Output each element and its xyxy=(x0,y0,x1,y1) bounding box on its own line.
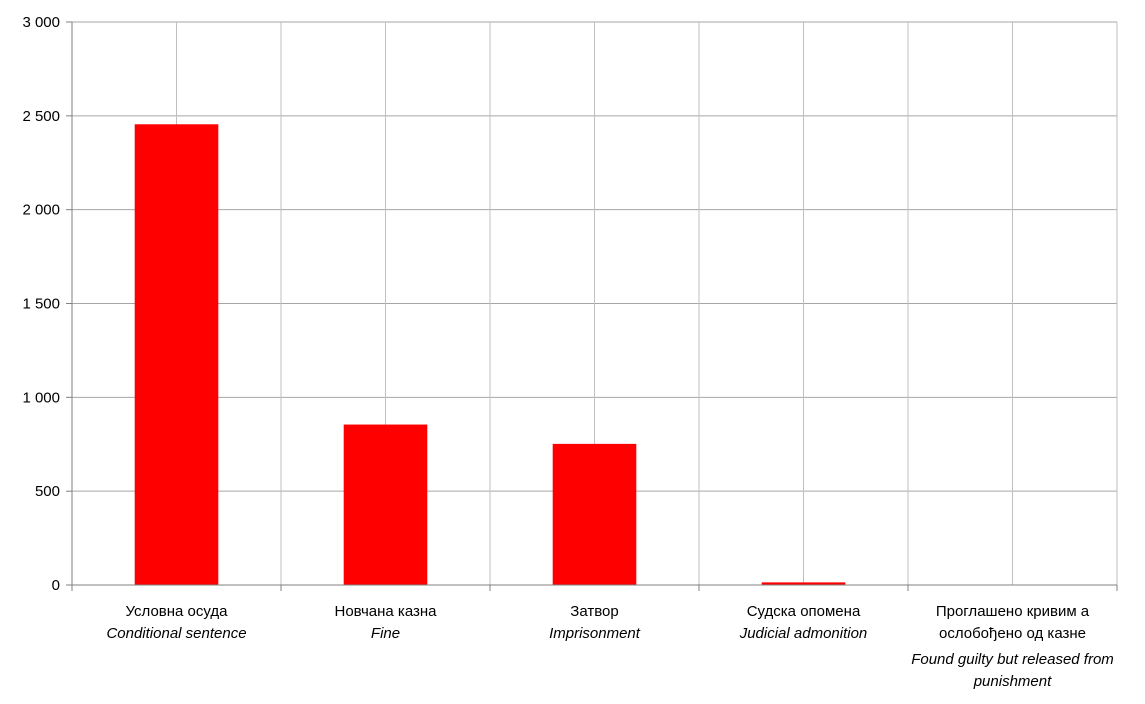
x-axis: Условна осуда Conditional sentence Новчана… xyxy=(71,584,1118,690)
y-tick-label: 500 xyxy=(35,483,60,500)
x-category-label-en: Found guilty but released from xyxy=(911,651,1114,668)
x-category-label: Судска опомена xyxy=(747,603,861,620)
x-category-label-en: Imprisonment xyxy=(549,625,641,642)
y-tick-label: 3 000 xyxy=(22,14,60,31)
x-category-label: Затвор xyxy=(570,603,618,620)
x-category-label: Условна осуда xyxy=(126,603,229,620)
x-category-label: ослобођено од казне xyxy=(939,625,1086,642)
gridlines xyxy=(71,21,1118,585)
bars xyxy=(134,124,846,586)
y-tick-label: 1 000 xyxy=(22,389,60,406)
y-tick-label: 2 000 xyxy=(22,202,60,219)
x-category-label-en: Conditional sentence xyxy=(106,625,246,642)
y-axis: 0 500 1 000 1 500 2 000 2 500 3 000 xyxy=(22,14,73,594)
x-category-label-en: Fine xyxy=(371,625,400,642)
x-category-label: Новчана казна xyxy=(335,603,438,620)
y-tick-label: 0 xyxy=(52,577,60,594)
bar xyxy=(134,124,219,586)
x-category-label: Проглашено кривим а xyxy=(936,603,1090,620)
y-tick-label: 2 500 xyxy=(22,108,60,125)
bar xyxy=(552,443,637,585)
bar xyxy=(761,582,846,585)
x-category-label-en: punishment xyxy=(973,673,1052,690)
bar xyxy=(343,424,428,585)
y-tick-label: 1 500 xyxy=(22,296,60,313)
x-category-label-en: Judicial admonition xyxy=(739,625,868,642)
